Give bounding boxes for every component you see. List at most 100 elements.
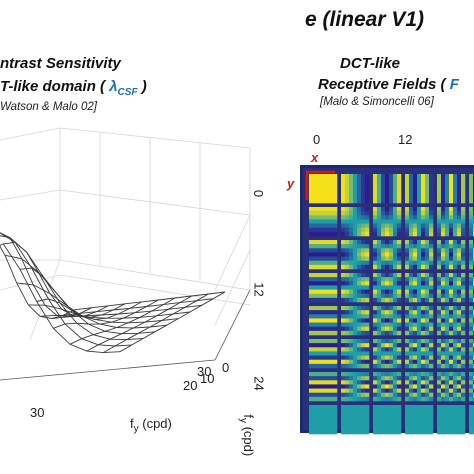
right-citation: [Malo & Simoncelli 06] — [320, 96, 434, 108]
surface-wire — [53, 299, 159, 329]
front-axis — [0, 359, 216, 381]
dct-basis-cell — [341, 306, 370, 336]
surface-wire — [103, 293, 209, 353]
surface-wire — [63, 298, 214, 316]
top-tick-12: 12 — [398, 132, 413, 147]
dct-basis-cell — [469, 405, 474, 435]
dct-basis-cell — [309, 306, 338, 336]
top-tick-0: 0 — [313, 132, 321, 147]
dct-basis-cell — [469, 273, 474, 303]
dct-basis-cell — [405, 306, 434, 336]
surface-wire — [119, 291, 226, 353]
dct-basis-cell — [405, 174, 434, 204]
dct-basis-cell — [437, 240, 466, 270]
surface-wire — [16, 282, 167, 329]
dct-basis-cell — [341, 405, 370, 435]
dct-basis-cell — [405, 405, 434, 435]
dct-basis-cell — [405, 372, 434, 402]
plot-gridline — [0, 127, 61, 141]
dct-basis-cell — [469, 240, 474, 270]
dct-basis-cell — [373, 240, 402, 270]
plot-gridline — [214, 249, 251, 326]
dct-basis-cell — [341, 207, 370, 237]
dct-basis-cell — [373, 273, 402, 303]
plot-gridline — [0, 189, 61, 201]
dct-basis-cell — [341, 372, 370, 402]
dct-basis-cell — [437, 405, 466, 435]
dct-basis-cell — [309, 207, 338, 237]
y-tick-30: 30 — [197, 364, 212, 379]
surface-wire — [51, 304, 202, 319]
plot-gridline — [59, 189, 251, 216]
surface-wire — [0, 232, 92, 318]
dct-basis-cell — [373, 207, 402, 237]
dct-basis-cell — [469, 372, 474, 402]
dct-basis-cell — [373, 306, 402, 336]
surface-wire — [28, 304, 179, 324]
surface-wire — [39, 311, 191, 319]
x-axis-marker: x — [311, 150, 319, 165]
y-tick-20: 20 — [183, 378, 198, 393]
plot-gridline — [214, 214, 251, 291]
dct-basis-cell — [373, 339, 402, 369]
right-title-line1: DCT-like — [340, 55, 401, 72]
left-title-prefix: T-like domain ( — [0, 78, 110, 95]
surface-wire — [69, 297, 176, 345]
dct-basis-cell — [373, 174, 402, 204]
surface-wire — [86, 295, 192, 352]
y-tick-10: 10 — [200, 371, 215, 386]
surface-wire — [0, 243, 121, 354]
dct-basis-cell — [437, 273, 466, 303]
dct-basis-cell — [309, 372, 338, 402]
f-symbol: F — [449, 76, 459, 93]
surface-wire — [4, 254, 156, 335]
surface-wire — [0, 235, 144, 341]
dct-basis-cell — [437, 372, 466, 402]
y-tick-0: 0 — [222, 360, 230, 375]
dct-basis-cell — [309, 240, 338, 270]
lambda-csf-symbol: λCSF — [109, 78, 138, 98]
dct-basis-cell — [469, 306, 474, 336]
plot-gridline — [59, 274, 251, 306]
dct-basis-cell — [437, 306, 466, 336]
side-axis — [214, 289, 251, 361]
dct-basis-cell — [437, 207, 466, 237]
dct-basis-cell — [309, 174, 338, 204]
y-axis-marker: y — [287, 176, 295, 191]
left-title-line1: ntrast Sensitivity — [0, 55, 121, 72]
left-citation: Watson & Malo 02] — [0, 101, 97, 113]
left-title-suffix: ) — [137, 78, 147, 95]
plot-gridline — [59, 127, 251, 149]
axis-direction-marker — [305, 170, 335, 200]
dct-basis-cell — [341, 339, 370, 369]
dct-basis-cell — [373, 372, 402, 402]
dct-basis-cell — [309, 405, 338, 435]
dct-basis-cell — [309, 273, 338, 303]
dct-basis-cell — [341, 240, 370, 270]
dct-basis-cell — [309, 339, 338, 369]
dct-basis-cell — [437, 174, 466, 204]
right-title-line2: Receptive Fields ( F — [318, 76, 459, 93]
dct-basis-cell — [341, 174, 370, 204]
dct-basis-cell — [469, 207, 474, 237]
dct-basis-cell — [469, 339, 474, 369]
dct-basis-cell — [405, 273, 434, 303]
left-axis-label: fy (cpd) — [130, 416, 172, 435]
dct-basis-cell — [405, 207, 434, 237]
left-title-line2: T-like domain ( λCSF ) — [0, 78, 147, 98]
x-tick-30: 30 — [30, 405, 45, 420]
dct-basis-cell — [469, 174, 474, 204]
dct-basis-cell — [341, 273, 370, 303]
surface-wire — [0, 245, 76, 319]
panel-label: e (linear V1) — [305, 8, 425, 31]
plot-gridline — [0, 274, 61, 291]
surface-wire — [19, 267, 126, 318]
plot-gridline — [59, 259, 251, 291]
dct-basis-cell — [437, 339, 466, 369]
surface-wire — [74, 291, 226, 311]
dct-basis-cell — [405, 339, 434, 369]
dct-basis-cell — [405, 240, 434, 270]
dct-basis-cell — [373, 405, 402, 435]
